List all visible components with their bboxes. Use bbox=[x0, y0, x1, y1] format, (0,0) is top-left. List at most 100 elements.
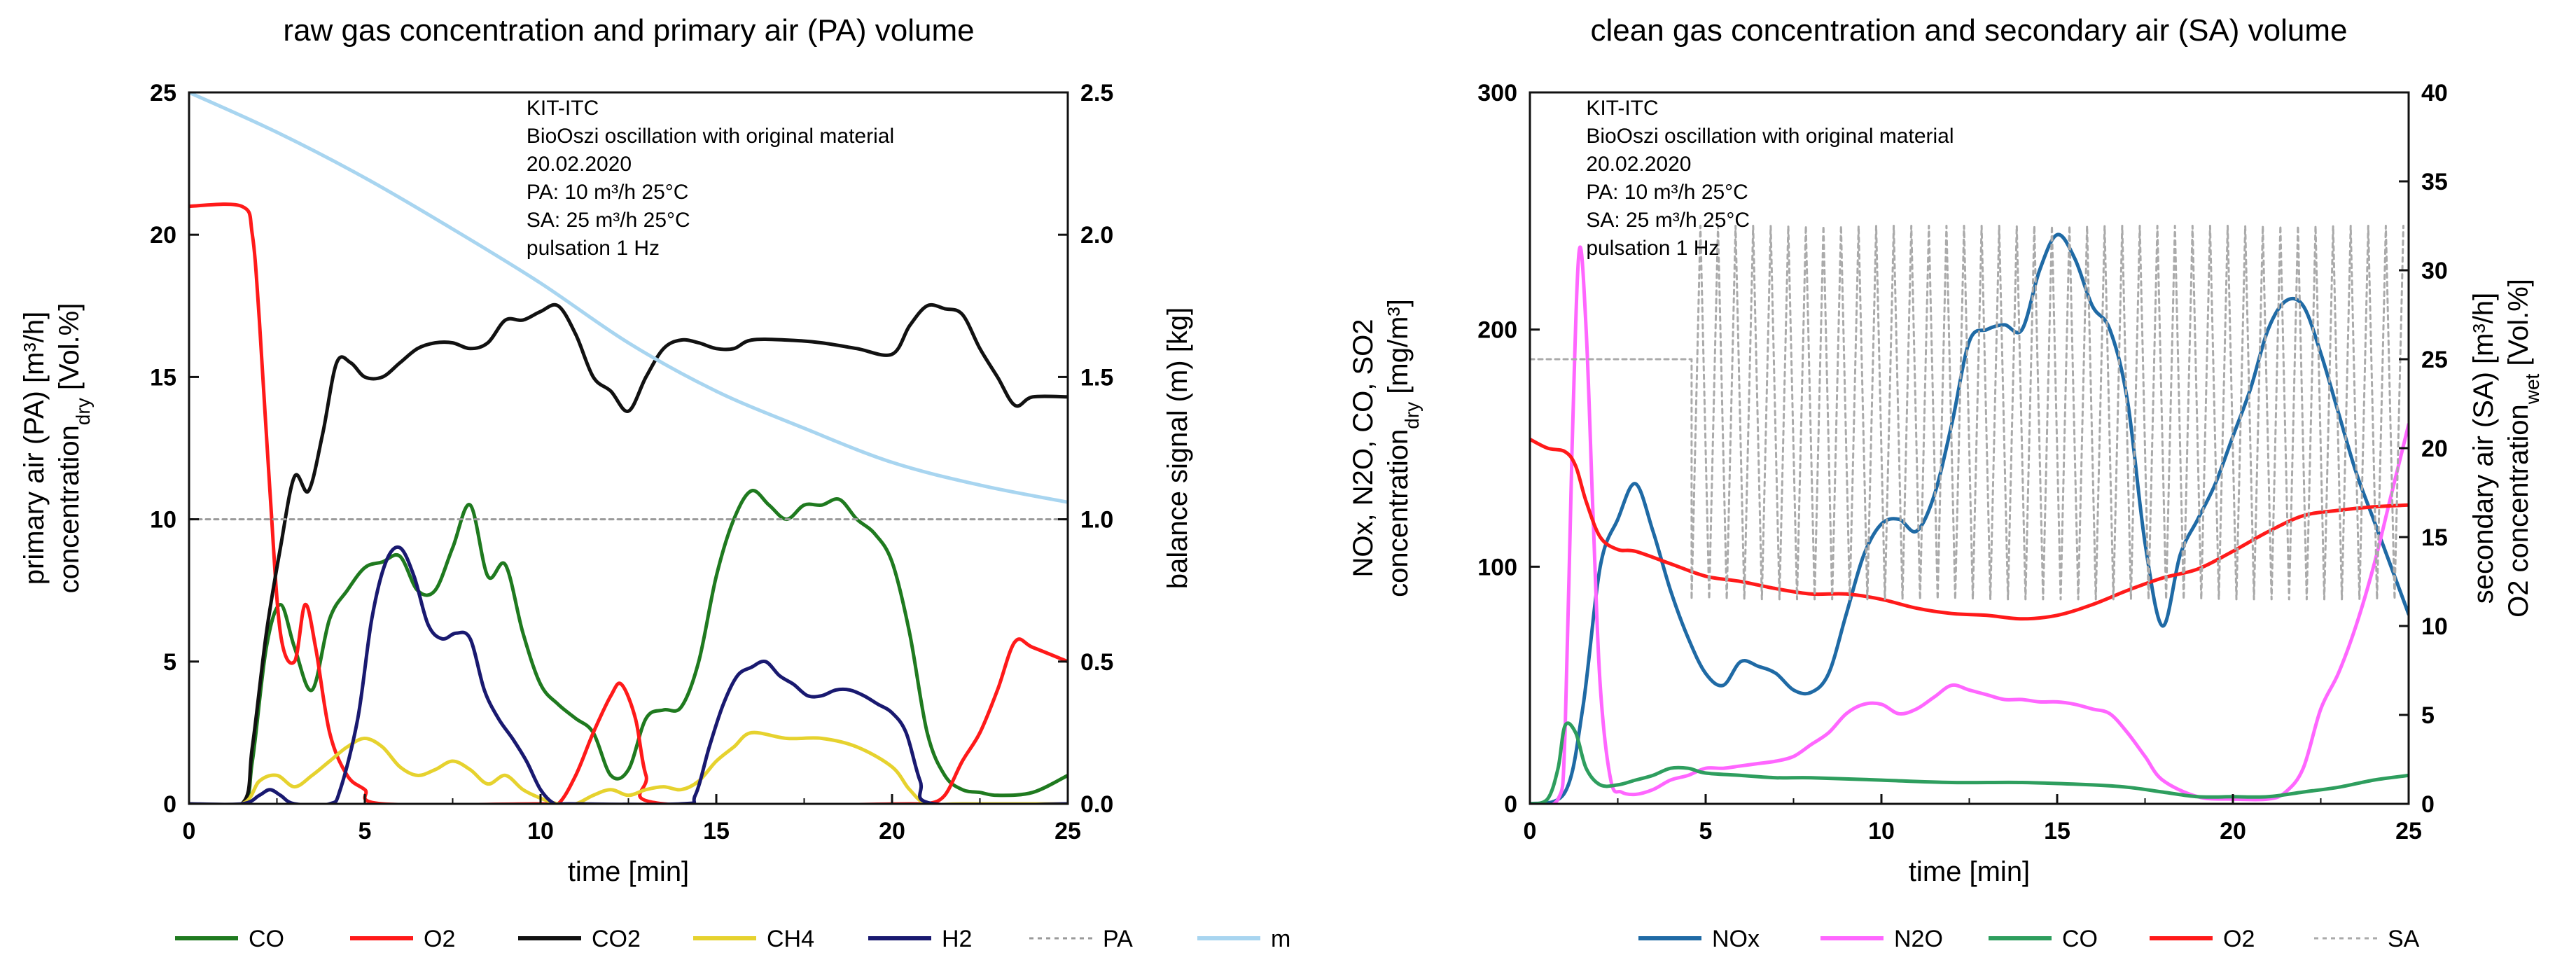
series-group bbox=[189, 92, 1068, 804]
y-right-tick-label: 1.5 bbox=[1080, 364, 1113, 391]
y-left-tick-label: 100 bbox=[1477, 554, 1517, 580]
y-left-label-line1: primary air (PA) [m³/h] bbox=[19, 312, 50, 585]
legend: CO O2 CO2 CH4 H2 PA m bbox=[175, 926, 1290, 952]
x-axis: 0 5 10 15 20 25 time [min] bbox=[183, 794, 1081, 887]
chart-title: raw gas concentration and primary air (P… bbox=[283, 13, 974, 48]
annotation-line: pulsation 1 Hz bbox=[1586, 237, 1719, 260]
y-right-tick-label: 20 bbox=[2421, 436, 2448, 462]
x-axis-label: time [min] bbox=[1909, 856, 2030, 887]
annotation-line: PA: 10 m³/h 25°C bbox=[1586, 181, 1748, 204]
legend-label: CO2 bbox=[592, 926, 641, 952]
x-tick-label: 5 bbox=[358, 818, 372, 844]
y-right-tick-label: 0 bbox=[2421, 791, 2435, 818]
x-tick-label: 25 bbox=[2395, 818, 2422, 844]
y-right-tick-label: 35 bbox=[2421, 169, 2448, 195]
chart-title: clean gas concentration and secondary ai… bbox=[1590, 13, 2347, 48]
y-right-label-line2: O2 concentrationwet [Vol.%] bbox=[2503, 279, 2543, 618]
y-right-tick-label: 40 bbox=[2421, 80, 2448, 106]
series-line-co bbox=[1530, 721, 2409, 804]
series-line-sa bbox=[1530, 225, 2404, 601]
y-left-tick-label: 5 bbox=[163, 649, 176, 676]
y-left-label-line2: concentrationdry [Vol.%] bbox=[54, 303, 94, 594]
y-left-tick-label: 200 bbox=[1477, 317, 1517, 344]
y-left-tick-label: 0 bbox=[163, 791, 176, 818]
x-tick-label: 20 bbox=[879, 818, 905, 844]
y-right-tick-label: 25 bbox=[2421, 347, 2448, 373]
series-line-n2o bbox=[1530, 245, 2409, 804]
y-right-tick-label: 30 bbox=[2421, 258, 2448, 284]
y-left-tick-label: 20 bbox=[150, 222, 176, 249]
legend-label: NOx bbox=[1712, 926, 1760, 952]
y-right-tick-label: 2.0 bbox=[1080, 222, 1113, 249]
y-axis-left: 0 5 10 15 20 25 primary air (PA) [m³/h] concent… bbox=[19, 80, 199, 818]
chart-1: raw gas concentration and primary air (P… bbox=[19, 13, 1290, 952]
annotation-line: SA: 25 m³/h 25°C bbox=[527, 209, 690, 232]
y-axis-right: 0.0 0.5 1.0 1.5 2.0 2.5 balance signal (m) [kg… bbox=[1058, 80, 1193, 818]
annotation-line: BioOszi oscillation with original materi… bbox=[1586, 125, 1954, 148]
legend-label: O2 bbox=[424, 926, 455, 952]
x-tick-label: 10 bbox=[527, 818, 554, 844]
x-tick-label: 25 bbox=[1054, 818, 1081, 844]
y-right-tick-label: 10 bbox=[2421, 613, 2448, 640]
x-tick-label: 5 bbox=[1699, 818, 1713, 844]
y-right-tick-label: 5 bbox=[2421, 702, 2435, 729]
annotation-line: KIT-ITC bbox=[1586, 97, 1658, 120]
annotation-line: 20.02.2020 bbox=[1586, 153, 1691, 176]
plot-area bbox=[188, 91, 1069, 805]
legend-label: H2 bbox=[942, 926, 972, 952]
legend-label: PA bbox=[1103, 926, 1133, 952]
legend-label: CO bbox=[2062, 926, 2098, 952]
legend-label: CO bbox=[249, 926, 284, 952]
annotation-line: PA: 10 m³/h 25°C bbox=[527, 181, 689, 204]
y-left-tick-label: 0 bbox=[1504, 791, 1517, 818]
series-line-co2 bbox=[189, 302, 1068, 804]
legend-label: O2 bbox=[2223, 926, 2255, 952]
series-group bbox=[1530, 225, 2409, 804]
y-left-label-line2: concentrationdry [mg/m³] bbox=[1383, 299, 1423, 597]
series-line-co bbox=[189, 489, 1068, 804]
y-right-tick-label: 2.5 bbox=[1080, 80, 1113, 106]
y-left-label-line1: NOx, N2O, CO, SO2 bbox=[1348, 319, 1379, 578]
y-left-tick-label: 25 bbox=[150, 80, 176, 106]
annotation-line: pulsation 1 Hz bbox=[527, 237, 660, 260]
x-tick-label: 15 bbox=[703, 818, 730, 844]
y-right-label: balance signal (m) [kg] bbox=[1162, 307, 1193, 589]
annotation-line: KIT-ITC bbox=[527, 97, 599, 120]
annotation-line: BioOszi oscillation with original materi… bbox=[527, 125, 894, 148]
series-line-ch4 bbox=[189, 730, 1068, 804]
series-line-o2 bbox=[1530, 437, 2409, 621]
series-line-o2 bbox=[189, 202, 1068, 804]
y-axis-right: 0 5 10 15 20 25 30 35 40 secondary air (SA) [m³/h… bbox=[2399, 80, 2543, 818]
series-line-nox bbox=[1530, 232, 2409, 804]
y-right-tick-label: 1.0 bbox=[1080, 507, 1113, 534]
annotation-box: KIT-ITC BioOszi oscillation with original… bbox=[1586, 97, 1954, 260]
x-tick-label: 0 bbox=[1524, 818, 1537, 844]
x-axis: 0 5 10 15 20 25 time [min] bbox=[1524, 794, 2422, 887]
y-right-tick-label: 0.5 bbox=[1080, 649, 1113, 676]
y-left-tick-label: 300 bbox=[1477, 80, 1517, 106]
series-line-m bbox=[189, 92, 1068, 504]
y-right-tick-label: 0.0 bbox=[1080, 791, 1113, 818]
y-right-label-line1: secondary air (SA) [m³/h] bbox=[2468, 293, 2499, 604]
y-axis-left: 0 100 200 300 NOx, N2O, CO, SO2 concentration… bbox=[1348, 80, 1540, 818]
y-left-tick-label: 10 bbox=[150, 507, 176, 534]
x-tick-label: 20 bbox=[2220, 818, 2246, 844]
annotation-line: 20.02.2020 bbox=[527, 153, 632, 176]
legend: NOx N2O CO O2 SA bbox=[1638, 926, 2420, 952]
x-tick-label: 10 bbox=[1868, 818, 1895, 844]
y-left-tick-label: 15 bbox=[150, 364, 176, 391]
series-line-h2 bbox=[189, 545, 1068, 804]
annotation-line: SA: 25 m³/h 25°C bbox=[1586, 209, 1750, 232]
y-right-tick-label: 15 bbox=[2421, 524, 2448, 551]
x-tick-label: 0 bbox=[183, 818, 196, 844]
legend-label: m bbox=[1271, 926, 1290, 952]
annotation-box: KIT-ITC BioOszi oscillation with original… bbox=[527, 97, 894, 260]
x-tick-label: 15 bbox=[2044, 818, 2070, 844]
x-axis-label: time [min] bbox=[568, 856, 689, 887]
legend-label: N2O bbox=[1894, 926, 1943, 952]
chart-2: clean gas concentration and secondary ai… bbox=[1348, 13, 2543, 952]
legend-label: SA bbox=[2388, 926, 2420, 952]
plot-area bbox=[1529, 91, 2410, 805]
legend-label: CH4 bbox=[767, 926, 814, 952]
